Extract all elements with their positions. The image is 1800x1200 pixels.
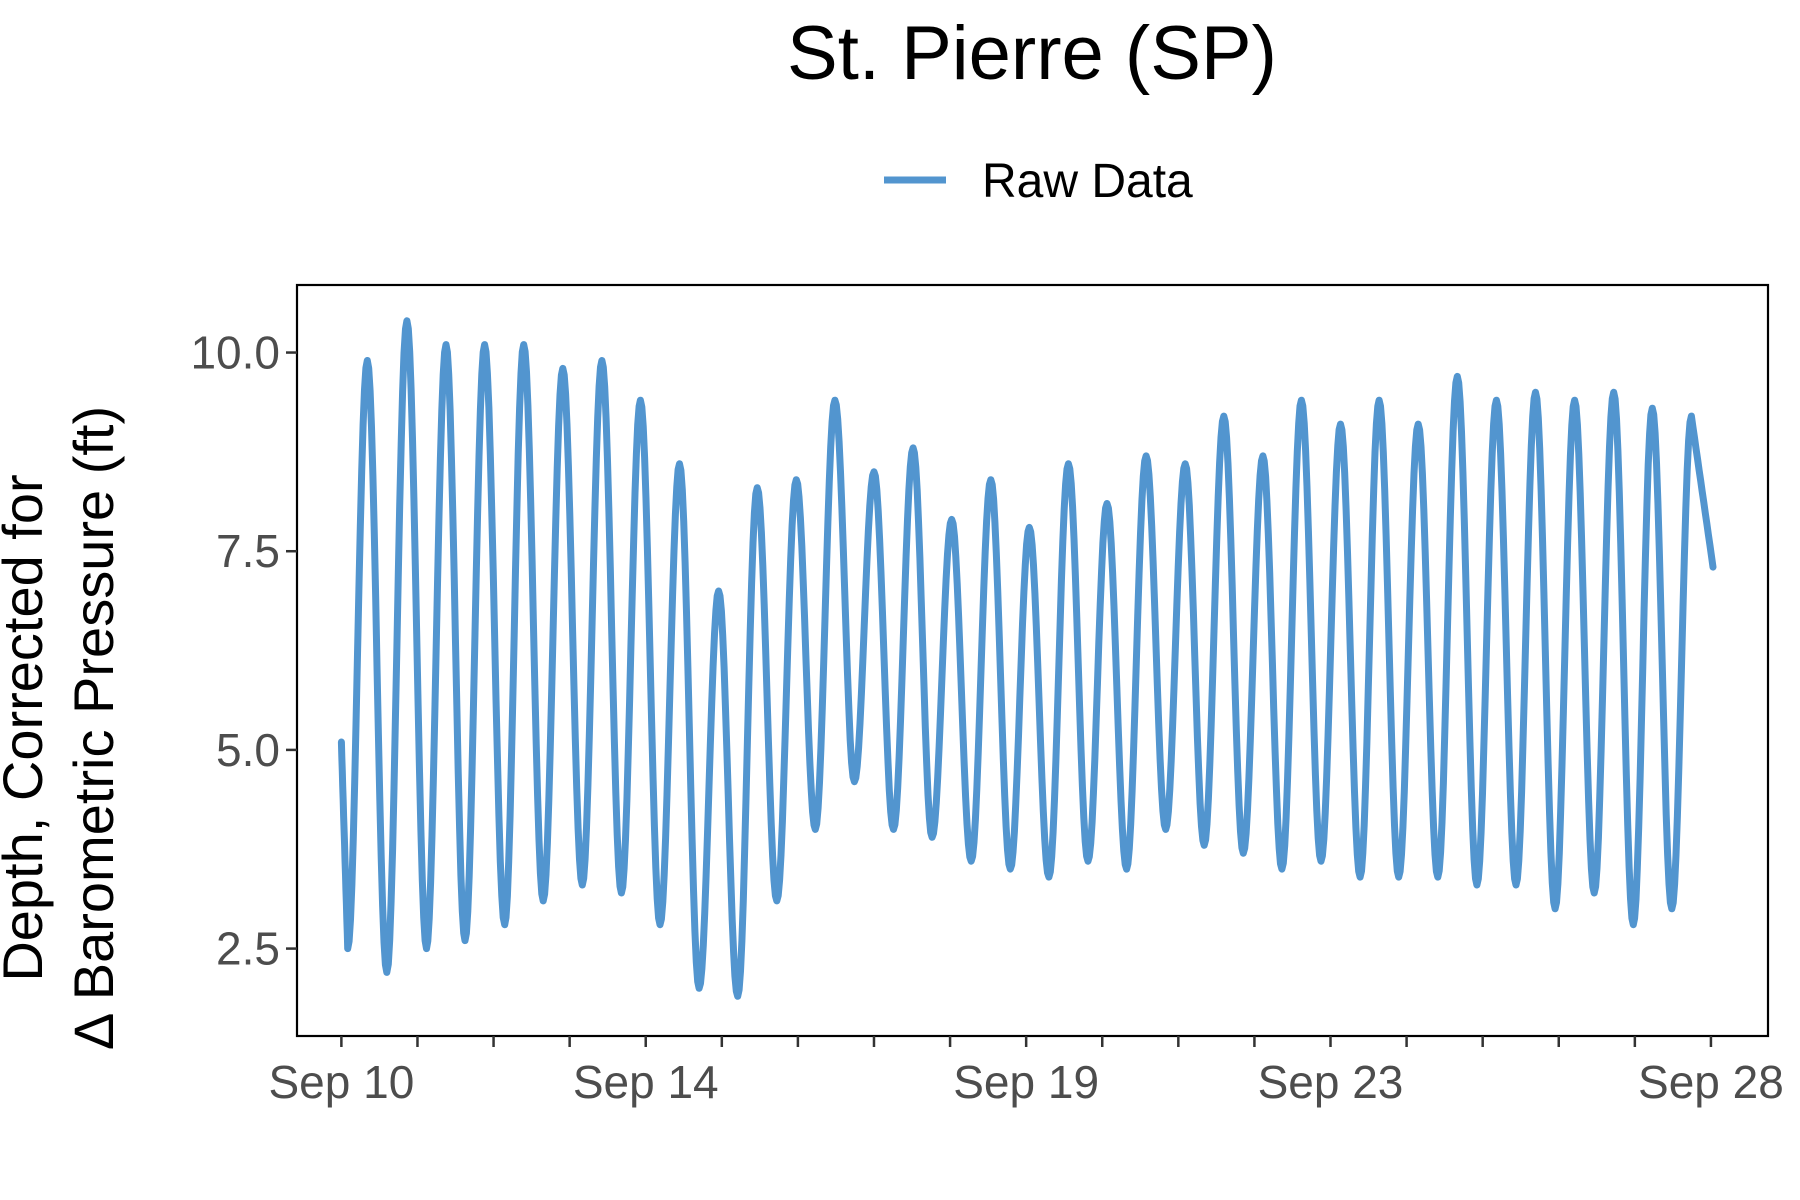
series-line-raw-data: [337, 317, 1717, 1000]
x-axis: Sep 10 Sep 14 Sep 19 Sep 23 Sep 28: [268, 1036, 1784, 1108]
plot-panel: [295, 283, 1770, 1038]
x-tick-label: Sep 28: [1638, 1056, 1784, 1108]
y-tick-label: 5.0: [216, 724, 280, 776]
chart-title: St. Pierre (SP): [787, 11, 1277, 96]
x-tick-label: Sep 23: [1258, 1056, 1404, 1108]
y-axis-title-line-2: Δ Barometric Pressure (ft): [62, 406, 125, 1050]
legend-label-raw-data: Raw Data: [982, 155, 1193, 208]
x-tick-label: Sep 19: [953, 1056, 1099, 1108]
y-tick-label: 7.5: [216, 525, 280, 577]
y-tick-label: 2.5: [216, 923, 280, 975]
y-tick-label: 10.0: [190, 327, 280, 379]
y-axis-title: Depth, Corrected for Δ Barometric Pressu…: [0, 406, 125, 1050]
legend: Raw Data: [884, 155, 1193, 208]
y-axis: 2.5 5.0 7.5 10.0: [190, 327, 297, 975]
x-tick-label: Sep 10: [268, 1056, 414, 1108]
y-axis-title-line-1: Depth, Corrected for: [0, 474, 54, 981]
x-tick-label: Sep 14: [573, 1056, 719, 1108]
